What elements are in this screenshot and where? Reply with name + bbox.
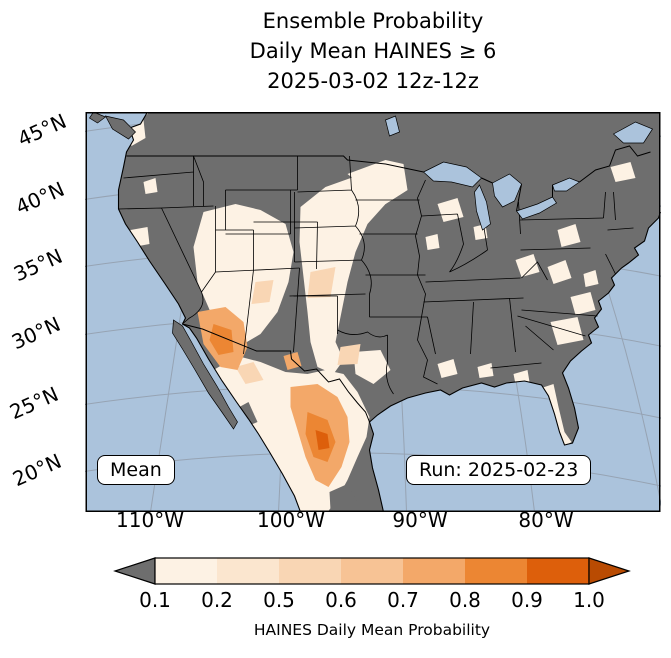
run-date-badge: Run: 2025-02-23 — [406, 455, 592, 485]
colorbar-seg-2 — [217, 558, 279, 584]
cbar-tick-0-6: 0.6 — [325, 588, 357, 612]
chart-title: Ensemble Probability Daily Mean HAINES ≥… — [85, 6, 661, 96]
colorbar-seg-3 — [279, 558, 341, 584]
coastline — [117, 112, 661, 512]
lat-tick-25n: 25°N — [6, 381, 62, 425]
lon-tick-100w: 100°W — [257, 508, 325, 532]
lon-tick-90w: 90°W — [392, 508, 448, 532]
colorbar-seg-7 — [527, 558, 589, 584]
colorbar-seg-6 — [465, 558, 527, 584]
lat-tick-35n: 35°N — [10, 243, 66, 287]
prob-orange-deep-patches — [315, 430, 330, 450]
cbar-tick-0-7: 0.7 — [387, 588, 419, 612]
mean-badge: Mean — [97, 455, 175, 485]
cbar-tick-0-1: 0.1 — [139, 588, 171, 612]
great-lakes — [385, 115, 654, 231]
colorbar-seg-4 — [341, 558, 403, 584]
cbar-tick-0-5: 0.5 — [263, 588, 295, 612]
title-line-1: Ensemble Probability — [262, 9, 484, 33]
prob-cream2-patches — [235, 267, 361, 384]
prob-cream-patches — [125, 112, 636, 512]
lat-tick-40n: 40°N — [12, 176, 68, 220]
lat-tick-20n: 20°N — [9, 448, 65, 492]
colorbar-under-arrow — [113, 557, 156, 585]
colorbar — [113, 557, 631, 585]
title-line-3: 2025-03-02 12z-12z — [267, 69, 479, 93]
lon-tick-80w: 80°W — [518, 508, 574, 532]
cbar-tick-1-0: 1.0 — [573, 588, 605, 612]
cbar-tick-0-9: 0.9 — [511, 588, 543, 612]
cbar-tick-0-2: 0.2 — [201, 588, 233, 612]
prob-gray-holes — [237, 402, 358, 512]
map-canvas — [85, 112, 661, 512]
colorbar-seg-5 — [403, 558, 465, 584]
map — [85, 112, 661, 512]
map-frame-border — [85, 112, 661, 512]
pacific-islands — [89, 112, 238, 430]
lat-tick-45n: 45°N — [14, 108, 70, 152]
state-borders — [118, 155, 634, 395]
cbar-tick-0-8: 0.8 — [449, 588, 481, 612]
title-line-2: Daily Mean HAINES ≥ 6 — [249, 39, 497, 63]
lon-tick-110w: 110°W — [116, 508, 184, 532]
colorbar-seg-1 — [155, 558, 217, 584]
international-borders — [126, 145, 651, 423]
colorbar-canvas — [113, 557, 631, 585]
colorbar-axis-label: HAINES Daily Mean Probability — [253, 621, 491, 639]
lat-tick-30n: 30°N — [8, 311, 64, 355]
colorbar-over-arrow — [588, 557, 631, 585]
